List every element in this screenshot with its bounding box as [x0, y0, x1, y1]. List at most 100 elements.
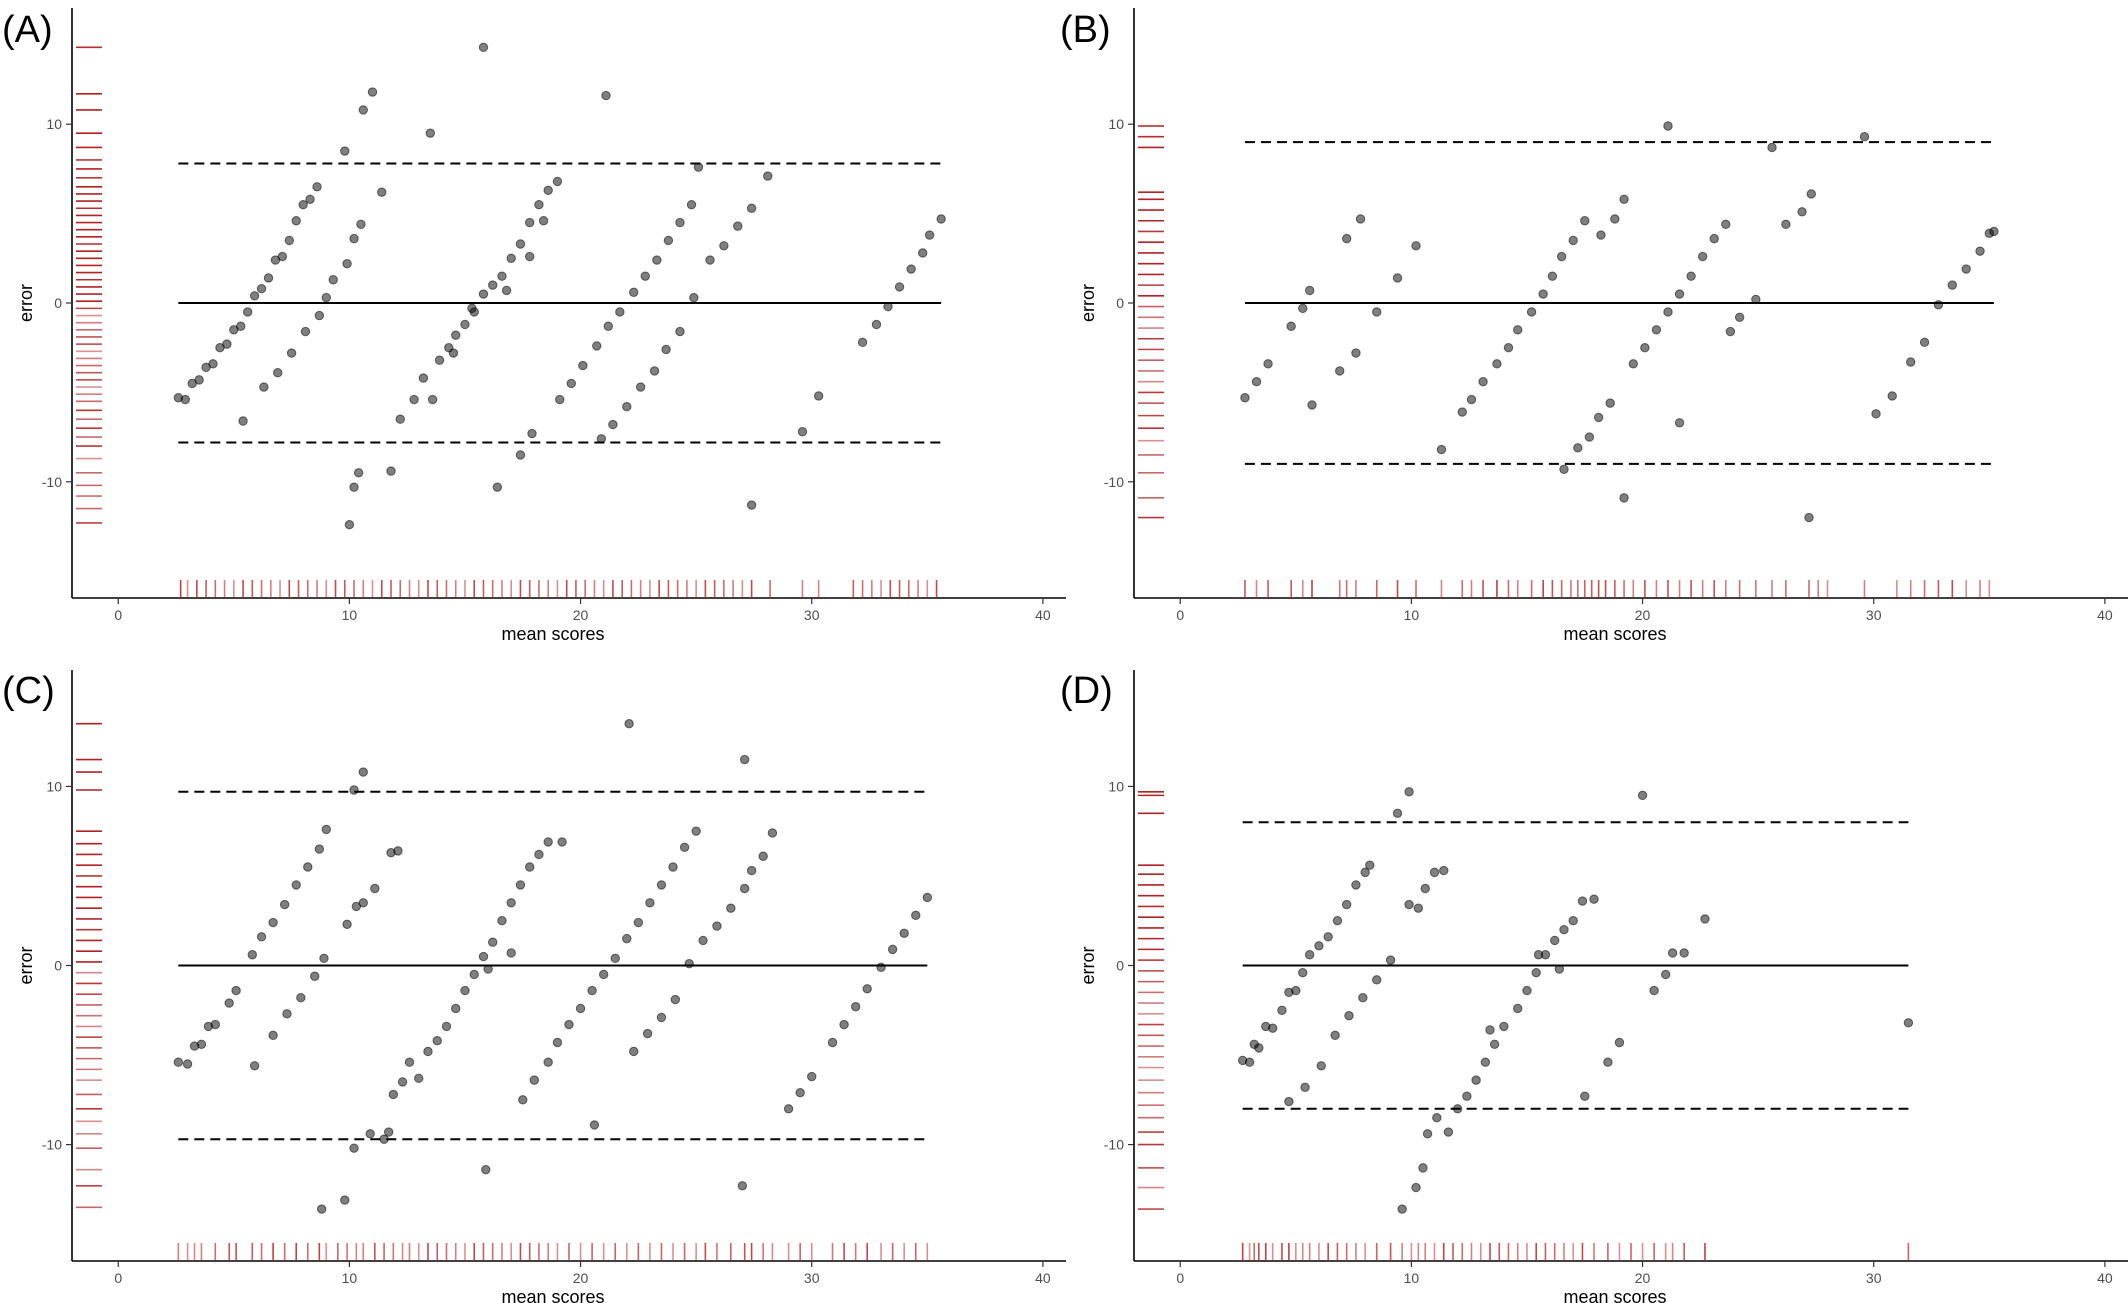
data-point: [1404, 899, 1414, 910]
data-point: [488, 937, 498, 947]
data-point: [1947, 280, 1958, 290]
data-point: [1404, 787, 1414, 797]
data-point: [1413, 903, 1424, 913]
data-point: [739, 883, 750, 894]
data-point: [427, 394, 438, 405]
data-point: [1734, 312, 1745, 323]
data-point: [1341, 233, 1352, 244]
data-point: [1335, 366, 1345, 376]
data-point: [629, 287, 639, 297]
y-tick-label: 10: [46, 116, 62, 132]
data-point: [575, 1003, 586, 1014]
data-point: [906, 264, 916, 274]
data-point: [1933, 300, 1944, 310]
data-point: [1316, 1061, 1326, 1071]
data-point: [515, 880, 526, 890]
x-tick-label: 30: [804, 607, 820, 623]
data-point: [340, 1195, 350, 1205]
data-point: [552, 1037, 563, 1048]
data-point: [726, 903, 736, 913]
data-point: [242, 307, 253, 317]
data-point: [862, 984, 872, 994]
data-point: [1589, 894, 1599, 904]
data-point: [1372, 975, 1382, 985]
data-point: [1531, 967, 1541, 978]
data-point: [1533, 950, 1544, 960]
data-point: [497, 271, 507, 281]
data-point: [1751, 294, 1761, 305]
data-point: [525, 862, 535, 872]
data-point: [1411, 1182, 1421, 1193]
data-point: [608, 419, 618, 430]
y-tick-label: 10: [1108, 778, 1124, 794]
y-tick-label: 0: [1116, 958, 1124, 974]
data-point: [259, 382, 269, 392]
data-point: [1422, 1129, 1433, 1139]
data-point: [624, 719, 634, 729]
data-point: [1291, 985, 1301, 996]
data-point: [645, 898, 655, 908]
data-point: [1580, 1091, 1590, 1101]
panel-a: (A) 0 10 20 30 40 -10 0 10 mean scores error: [2, 8, 1066, 644]
data-point: [746, 865, 757, 876]
data-point: [1471, 1075, 1481, 1085]
data-point: [1307, 400, 1317, 410]
data-point: [342, 919, 352, 930]
data-point: [525, 217, 535, 228]
data-point: [543, 837, 553, 847]
data-point: [529, 1075, 540, 1085]
data-point: [1300, 1082, 1310, 1092]
data-point: [1919, 337, 1930, 348]
data-point: [1686, 271, 1696, 281]
data-point: [922, 892, 933, 903]
data-point: [543, 1057, 553, 1067]
data-point: [564, 1019, 574, 1030]
data-point: [1503, 342, 1514, 353]
data-point: [314, 310, 325, 321]
panel-label: (D): [1060, 670, 1113, 712]
data-point: [758, 851, 768, 861]
data-point: [1392, 808, 1403, 818]
data-point: [340, 146, 350, 156]
data-point: [615, 307, 625, 317]
data-point: [1457, 407, 1467, 417]
y-tick-label: -10: [42, 1137, 62, 1153]
data-point: [1385, 955, 1396, 965]
data-point: [642, 1028, 653, 1039]
data-point: [249, 1061, 260, 1071]
data-point: [1554, 964, 1565, 974]
y-tick-label: -10: [1104, 1137, 1124, 1153]
data-point: [303, 862, 313, 872]
data-point: [1903, 1018, 1914, 1028]
data-point: [1584, 432, 1595, 442]
data-point: [492, 482, 503, 492]
data-point: [1637, 790, 1648, 801]
data-point: [534, 849, 544, 860]
data-point: [1593, 412, 1604, 423]
data-point: [936, 214, 946, 224]
data-point: [1489, 1039, 1500, 1050]
data-point: [418, 373, 429, 383]
data-point: [356, 219, 366, 230]
data-point: [1492, 359, 1502, 369]
data-point: [1263, 359, 1273, 369]
y-axis-title: error: [16, 946, 36, 984]
data-point: [538, 216, 549, 226]
data-point: [1277, 1005, 1287, 1015]
data-point: [1619, 493, 1629, 503]
y-tick-label: 0: [54, 295, 62, 311]
data-point: [1351, 880, 1361, 890]
data-point: [397, 1077, 408, 1087]
data-point: [719, 241, 729, 251]
data-point: [1580, 216, 1590, 226]
data-point: [344, 519, 355, 530]
data-point: [596, 434, 607, 444]
data-point: [733, 221, 743, 231]
data-point: [1640, 342, 1650, 353]
data-point: [1411, 241, 1421, 251]
data-point: [1298, 967, 1308, 978]
data-point: [1480, 1057, 1491, 1067]
data-point: [469, 969, 479, 980]
data-point: [1628, 359, 1639, 369]
data-point: [236, 321, 246, 331]
